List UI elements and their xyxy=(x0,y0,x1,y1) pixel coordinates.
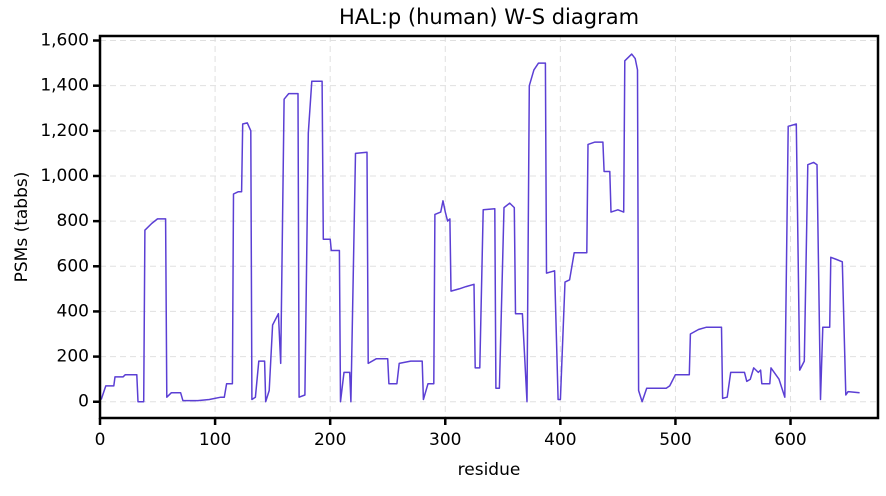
y-tick-label: 600 xyxy=(57,256,89,276)
plot-frame xyxy=(98,34,880,420)
x-tick-label: 500 xyxy=(659,430,691,450)
y-tick-label: 1,000 xyxy=(40,166,89,186)
y-tick-label: 200 xyxy=(57,347,89,367)
grid xyxy=(99,36,878,418)
x-tick-label: 400 xyxy=(544,430,576,450)
x-tick-label: 100 xyxy=(199,430,231,450)
x-tick-label: 300 xyxy=(429,430,461,450)
chart-title: HAL:p (human) W-S diagram xyxy=(339,5,639,29)
x-axis-label: residue xyxy=(458,460,521,480)
ticks: 0 100 200 300 400 500 600 0 200 400 600 800 1,000 1,2… xyxy=(40,31,806,450)
data-line xyxy=(100,53,860,403)
y-tick-label: 1,400 xyxy=(40,76,89,96)
y-tick-label: 0 xyxy=(78,392,89,412)
x-tick-label: 600 xyxy=(774,430,806,450)
x-tick-label: 0 xyxy=(95,430,106,450)
y-axis-label: PSMs (tabbs) xyxy=(12,172,32,283)
y-tick-label: 400 xyxy=(57,301,89,321)
x-tick-label: 200 xyxy=(314,430,346,450)
y-tick-label: 800 xyxy=(57,211,89,231)
marks xyxy=(100,53,860,403)
y-tick-label: 1,600 xyxy=(40,31,89,51)
y-tick-label: 1,200 xyxy=(40,121,89,141)
